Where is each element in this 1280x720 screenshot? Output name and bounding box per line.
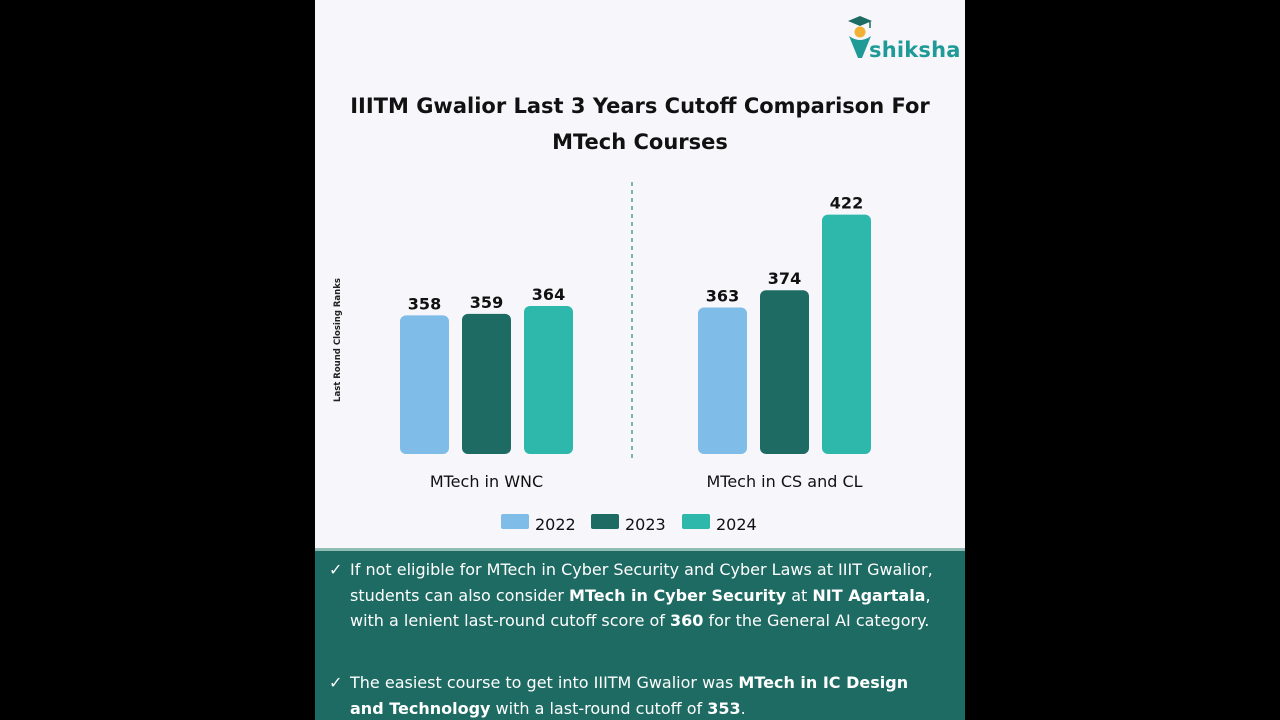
note-segment: at: [786, 585, 813, 605]
cutoff-bar-chart: Last Round Closing Ranks 358 359 364 MTech i…: [333, 182, 871, 534]
data-label-2024-1: 364: [532, 285, 565, 304]
bar-2023-1: [462, 313, 511, 454]
infographic-card: shiksha IIITM Gwalior Last 3 Years Cutof…: [315, 0, 965, 720]
shiksha-logo: shiksha: [845, 14, 960, 64]
legend-swatch-2022: [501, 514, 529, 529]
title-line-1: IIITM Gwalior Last 3 Years Cutoff Compar…: [350, 94, 930, 118]
note-highlight: MTech in IC Design and Technology: [350, 673, 909, 718]
note-highlight: MTech in Cyber Security: [569, 585, 787, 605]
data-label-2023-1: 359: [470, 293, 503, 312]
note-highlight: NIT Agartala: [812, 585, 926, 605]
page-title: IIITM Gwalior Last 3 Years Cutoff Compar…: [315, 88, 965, 160]
y-axis-label: Last Round Closing Ranks: [333, 278, 343, 402]
note-segment: for the General AI category.: [703, 611, 930, 630]
note-item: ✓ If not eligible for MTech in Cyber Secu…: [329, 557, 939, 634]
bar-2022-1: [400, 315, 449, 454]
note-segment: The easiest course to get into IIITM Gwa…: [350, 673, 739, 692]
title-line-2: MTech Courses: [552, 130, 728, 154]
legend-label-2022: 2022: [535, 515, 576, 534]
check-icon: ✓: [329, 560, 343, 579]
category-label-2: MTech in CS and CL: [706, 472, 862, 491]
data-label-2023-2: 374: [768, 269, 801, 288]
graduate-cap-logo-icon: [848, 16, 872, 58]
note-highlight: 360: [670, 611, 704, 630]
note-segment: .: [740, 698, 746, 718]
legend-label-2023: 2023: [625, 515, 666, 534]
bar-2022-2: [698, 307, 747, 454]
bar-2024-2: [822, 214, 871, 454]
note-segment: If not eligible for MTech in Cyber Secur…: [350, 560, 933, 605]
note-text: The easiest course to get into IIITM Gwa…: [350, 670, 939, 720]
legend-swatch-2024: [682, 514, 710, 529]
bar-2023-2: [760, 290, 809, 454]
note-text: If not eligible for MTech in Cyber Secur…: [350, 557, 939, 634]
note-segment: with a last-round cutoff of: [490, 698, 708, 718]
note-item: ✓ The easiest course to get into IIITM Gw…: [329, 670, 939, 720]
check-icon: ✓: [329, 673, 343, 692]
data-label-2022-1: 358: [408, 294, 441, 313]
brand-name: shiksha: [869, 38, 961, 62]
notes-panel: ✓ If not eligible for MTech in Cyber Secu…: [315, 548, 965, 720]
data-label-2022-2: 363: [706, 287, 739, 306]
legend-label-2024: 2024: [716, 515, 757, 534]
note-segment: , with a lenient last-round cutoff score…: [350, 585, 931, 631]
legend-swatch-2023: [591, 514, 619, 529]
bar-2024-1: [524, 305, 573, 454]
category-label-1: MTech in WNC: [430, 472, 543, 491]
note-highlight: 353: [707, 698, 741, 718]
data-label-2024-2: 422: [830, 194, 863, 213]
